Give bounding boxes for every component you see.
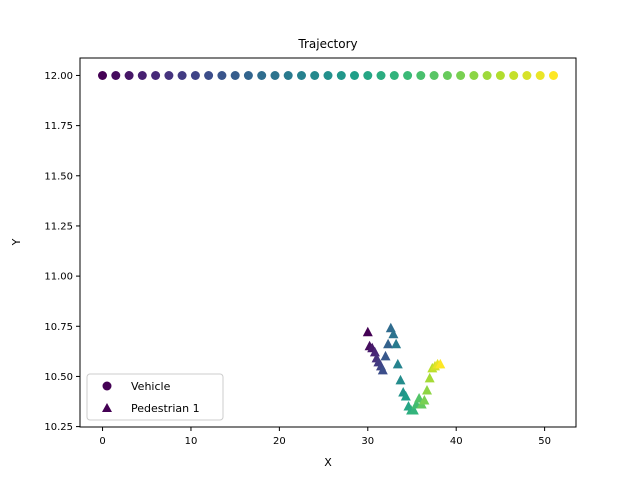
- vehicle-point: [217, 71, 227, 80]
- vehicle-point: [111, 71, 121, 80]
- vehicle-point: [442, 71, 452, 80]
- vehicle-point: [535, 71, 545, 80]
- plot-marks: [98, 71, 558, 415]
- vehicle-point: [190, 71, 200, 80]
- vehicle-point: [310, 71, 320, 80]
- vehicle-point: [376, 71, 386, 80]
- vehicle-point: [482, 71, 492, 80]
- vehicle-point: [204, 71, 214, 80]
- y-tick-label: 10.50: [44, 372, 73, 383]
- plot-frame: [79, 57, 577, 428]
- y-tick-label: 11.00: [44, 272, 73, 283]
- x-tick-label: 20: [273, 436, 286, 447]
- vehicle-point: [137, 71, 147, 80]
- pedestrian-point: [408, 405, 419, 415]
- vehicle-point: [257, 71, 267, 80]
- x-tick-label: 30: [361, 436, 374, 447]
- vehicle-point: [549, 71, 558, 80]
- legend-vehicle-marker: [102, 381, 112, 391]
- vehicle-point: [164, 71, 174, 80]
- vehicle-point: [429, 71, 439, 80]
- pedestrian-point: [435, 358, 446, 369]
- vehicle-point: [363, 71, 373, 80]
- vehicle-point: [151, 71, 161, 80]
- vehicle-point: [469, 71, 479, 80]
- x-tick-label: 50: [538, 436, 551, 447]
- chart-title: Trajectory: [297, 37, 357, 51]
- vehicle-point: [98, 71, 107, 80]
- vehicle-point: [336, 71, 346, 80]
- x-tick-label: 40: [450, 436, 463, 447]
- pedestrian-point: [424, 372, 435, 383]
- pedestrian-point: [388, 328, 399, 339]
- pedestrian-point: [392, 358, 403, 369]
- vehicle-point: [323, 71, 333, 80]
- legend-vehicle-label: Vehicle: [131, 380, 171, 393]
- vehicle-point: [243, 71, 253, 80]
- vehicle-point: [283, 71, 293, 80]
- vehicle-point: [230, 71, 240, 80]
- pedestrian-point: [400, 391, 411, 401]
- pedestrian-point: [395, 374, 406, 385]
- pedestrian-point: [380, 350, 391, 361]
- pedestrian-point: [391, 338, 402, 349]
- pedestrian-point: [383, 338, 394, 349]
- pedestrian-point: [419, 395, 430, 405]
- legend-pedestrian-marker: [102, 403, 112, 412]
- pedestrian-point: [369, 346, 380, 357]
- x-tick-label: 0: [99, 436, 105, 447]
- vehicle-point: [416, 71, 426, 80]
- vehicle-point: [403, 71, 413, 80]
- y-axis-ticks: 10.25 10.50 10.75 11.00 11.25 11.50 11.75 12.00: [44, 71, 80, 433]
- vehicle-point: [177, 71, 187, 80]
- y-tick-label: 12.00: [44, 71, 73, 82]
- x-axis-ticks: 0 10 20 30 40 50: [99, 427, 551, 447]
- y-tick-label: 10.75: [44, 322, 73, 333]
- vehicle-point: [456, 71, 466, 80]
- pedestrian-point: [377, 364, 388, 375]
- vehicle-point: [522, 71, 532, 80]
- y-tick-label: 11.50: [44, 171, 73, 182]
- y-tick-label: 11.25: [44, 221, 73, 232]
- y-tick-label: 10.25: [44, 422, 73, 433]
- pedestrian-point: [362, 326, 373, 337]
- vehicle-point: [509, 71, 519, 80]
- vehicle-point: [389, 71, 399, 80]
- vehicle-point: [495, 71, 505, 80]
- pedestrian-point: [422, 385, 432, 395]
- vehicle-point: [297, 71, 306, 80]
- x-axis-label: X: [324, 456, 332, 469]
- vehicle-point: [350, 71, 359, 80]
- y-axis-label: Y: [10, 238, 23, 246]
- legend: Vehicle Pedestrian 1: [86, 373, 224, 421]
- y-tick-label: 11.75: [44, 121, 73, 132]
- legend-box: [86, 373, 224, 421]
- legend-pedestrian-label: Pedestrian 1: [131, 402, 200, 415]
- x-tick-label: 10: [185, 436, 198, 447]
- vehicle-point: [270, 71, 280, 80]
- vehicle-point: [124, 71, 134, 80]
